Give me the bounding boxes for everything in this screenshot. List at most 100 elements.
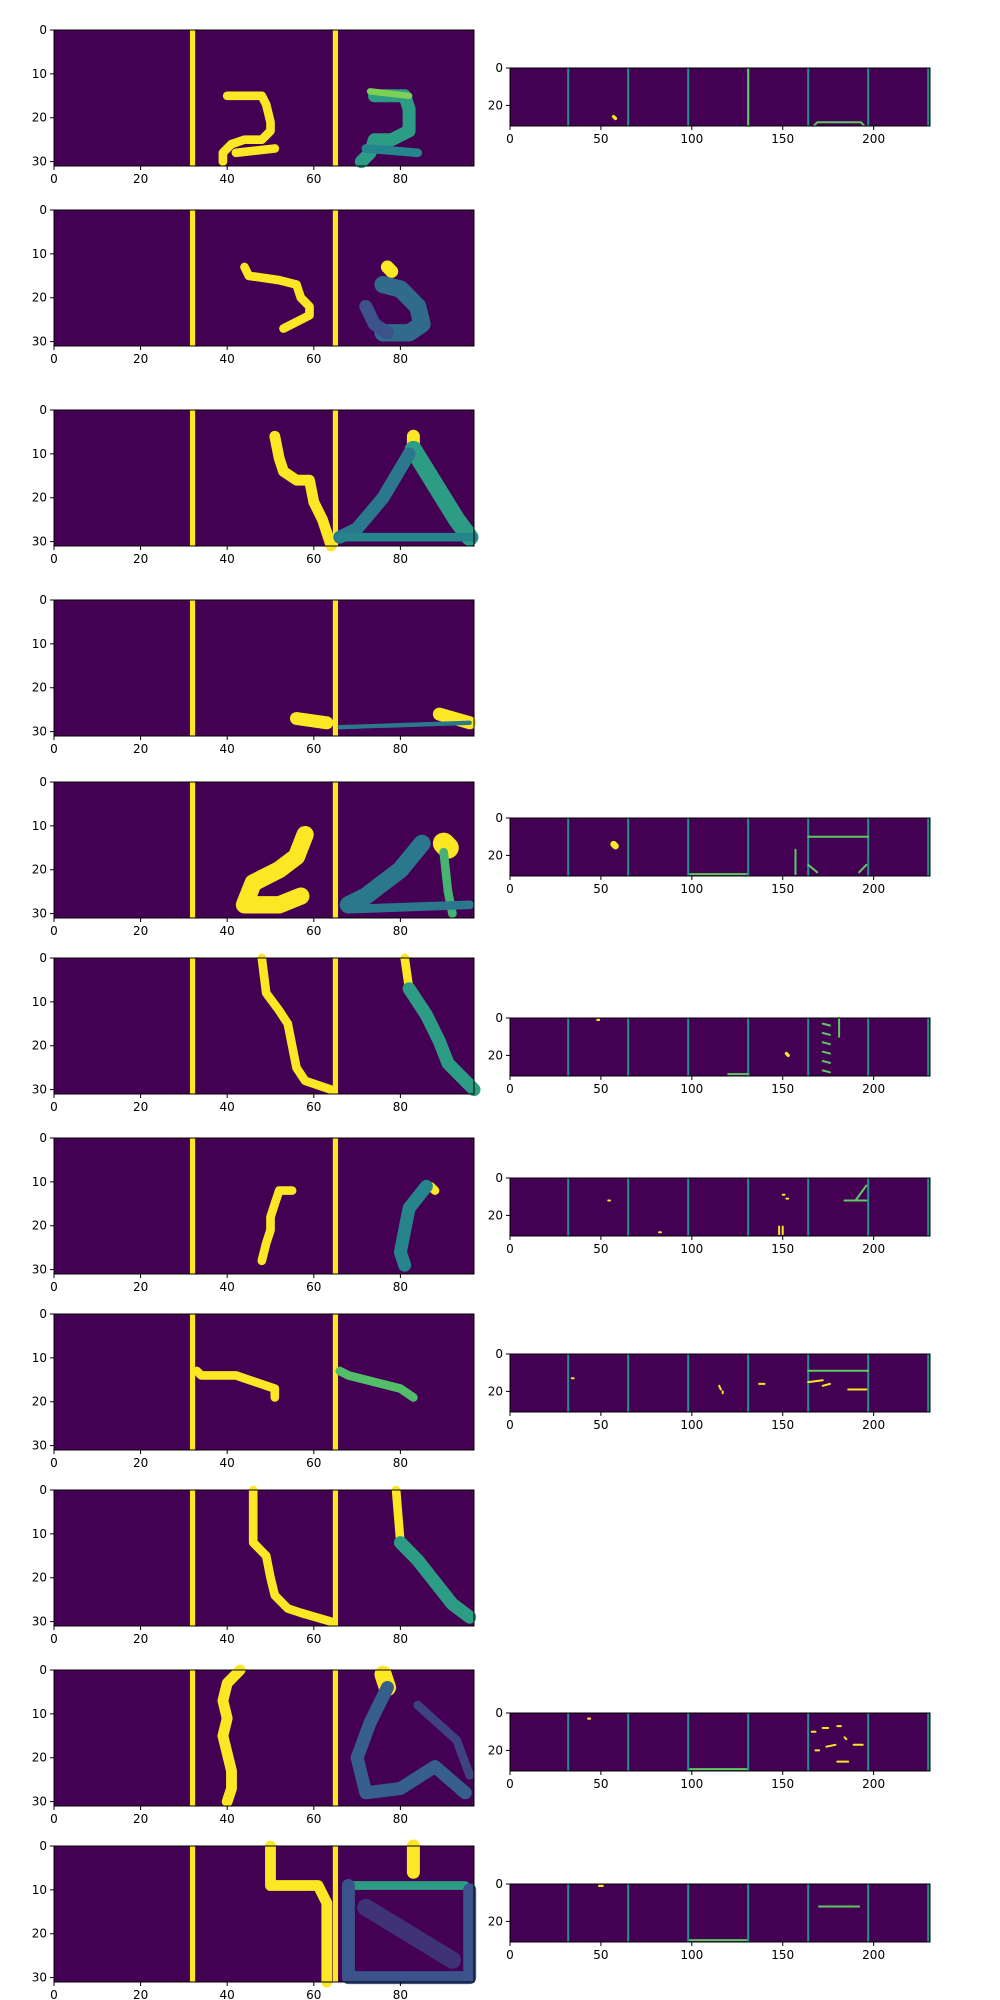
main-xtick-label-4: 80: [393, 924, 408, 938]
aux-stroke-9: [821, 1069, 831, 1074]
aux-separator-0: [567, 1354, 570, 1412]
aux-ytick-label-0: 0: [495, 1347, 503, 1361]
main-panel-8: 0 20 40 60 80 0 10 20 30: [32, 1483, 477, 1646]
main-ytick-label-1: 10: [32, 247, 47, 261]
main-ytick-label-1: 10: [32, 819, 47, 833]
aux-separator-5: [867, 1713, 870, 1771]
aux-ytick-label-0: 0: [495, 1171, 503, 1185]
main-ytick-label-1: 10: [32, 995, 47, 1009]
main-separator-0: [189, 782, 196, 918]
main-xtick-label-3: 60: [306, 352, 321, 366]
main-xtick-label-2: 40: [220, 1456, 235, 1470]
main-ytick-label-0: 0: [39, 203, 47, 217]
aux-xtick-label-3: 150: [771, 1777, 794, 1791]
main-stroke-2: [393, 1536, 477, 1624]
aux-xtick-label-0: 0: [506, 1948, 514, 1962]
aux-xtick-label-4: 200: [862, 1242, 885, 1256]
main-separator-0: [189, 600, 196, 736]
main-separator-1: [332, 30, 339, 166]
aux-xtick-label-2: 100: [680, 1948, 703, 1962]
main-xtick-label-1: 20: [133, 1456, 148, 1470]
aux-separator-1: [627, 1884, 630, 1942]
main-xtick-label-1: 20: [133, 1812, 148, 1826]
aux-separator-3: [747, 818, 750, 876]
main-xtick-label-1: 20: [133, 1988, 148, 2000]
main-ytick-label-1: 10: [32, 637, 47, 651]
aux-ytick-label-1: 20: [488, 1384, 503, 1398]
aux-panel-4: 0 50 100 150 200 0 20: [488, 811, 931, 896]
main-ytick-label-3: 30: [32, 1615, 47, 1629]
main-separator-0: [189, 1314, 196, 1450]
aux-separator-1: [627, 818, 630, 876]
main-xtick-label-2: 40: [220, 1988, 235, 2000]
main-xtick-label-0: 0: [50, 1988, 58, 2000]
main-xtick-label-1: 20: [133, 352, 148, 366]
main-ytick-label-1: 10: [32, 447, 47, 461]
main-xtick-label-2: 40: [220, 552, 235, 566]
aux-separator-5: [867, 1018, 870, 1076]
main-xtick-label-1: 20: [133, 1100, 148, 1114]
main-stroke-0: [240, 262, 314, 333]
aux-xtick-label-1: 50: [593, 1777, 608, 1791]
main-xtick-label-4: 80: [393, 1280, 408, 1294]
main-ytick-label-3: 30: [32, 907, 47, 921]
aux-xtick-label-0: 0: [506, 1082, 514, 1096]
aux-ytick-label-0: 0: [495, 61, 503, 75]
main-ytick-label-1: 10: [32, 1351, 47, 1365]
main-xtick-label-1: 20: [133, 742, 148, 756]
main-xtick-label-2: 40: [220, 172, 235, 186]
main-xtick-label-2: 40: [220, 1812, 235, 1826]
main-panel-7: 0 20 40 60 80 0 10 20 30: [32, 1307, 475, 1470]
main-ytick-label-3: 30: [32, 155, 47, 169]
main-stroke-0: [192, 1366, 280, 1402]
main-stroke-3: [413, 1700, 475, 1780]
main-separator-1: [332, 1846, 339, 1982]
aux-stroke-5: [807, 1379, 824, 1384]
main-xtick-label-0: 0: [50, 1632, 58, 1646]
main-ytick-label-3: 30: [32, 535, 47, 549]
main-stroke-2: [374, 275, 431, 342]
aux-ytick-label-0: 0: [495, 1011, 503, 1025]
main-panel-6: 0 20 40 60 80 0 10 20 30: [32, 1131, 475, 1294]
main-stroke-0: [235, 825, 314, 914]
aux-separator-2: [687, 818, 690, 876]
aux-frame: [509, 1017, 931, 1077]
main-ytick-label-1: 10: [32, 1175, 47, 1189]
aux-ytick-label-1: 20: [488, 848, 503, 862]
main-ytick-label-0: 0: [39, 403, 47, 417]
aux-stroke-2: [812, 121, 866, 127]
aux-stroke-1: [718, 1384, 722, 1391]
main-ytick-label-0: 0: [39, 1307, 47, 1321]
aux-separator-3: [747, 1713, 750, 1771]
main-stroke-4: [357, 1898, 462, 1969]
aux-separator-6: [927, 1354, 930, 1412]
main-frame: [53, 1313, 475, 1451]
aux-frame: [509, 67, 931, 127]
main-xtick-label-4: 80: [393, 352, 408, 366]
main-separator-1: [332, 782, 339, 918]
main-panel-4: 0 20 40 60 80 0 10 20 30: [32, 775, 475, 938]
main-ytick-label-1: 10: [32, 1707, 47, 1721]
main-ytick-label-2: 20: [32, 1395, 47, 1409]
aux-separator-1: [627, 1178, 630, 1236]
main-xtick-label-3: 60: [306, 1456, 321, 1470]
main-xtick-label-4: 80: [393, 172, 408, 186]
aux-separator-0: [567, 1713, 570, 1771]
main-xtick-label-1: 20: [133, 1632, 148, 1646]
main-ytick-label-3: 30: [32, 725, 47, 739]
main-ytick-label-1: 10: [32, 1883, 47, 1897]
main-stroke-3: [333, 447, 416, 544]
aux-frame: [509, 1353, 931, 1413]
aux-panel-9: 0 50 100 150 200 0 20: [488, 1706, 931, 1791]
main-frame: [53, 599, 475, 737]
aux-ytick-label-1: 20: [488, 98, 503, 112]
aux-separator-5: [867, 1354, 870, 1412]
main-stroke-4: [361, 144, 423, 158]
aux-separator-0: [567, 1884, 570, 1942]
aux-separator-3: [747, 1178, 750, 1236]
main-stroke-2: [350, 1681, 472, 1800]
aux-xtick-label-3: 150: [771, 1082, 794, 1096]
main-xtick-label-3: 60: [306, 1100, 321, 1114]
aux-separator-5: [867, 1884, 870, 1942]
main-stroke-3: [366, 88, 413, 100]
